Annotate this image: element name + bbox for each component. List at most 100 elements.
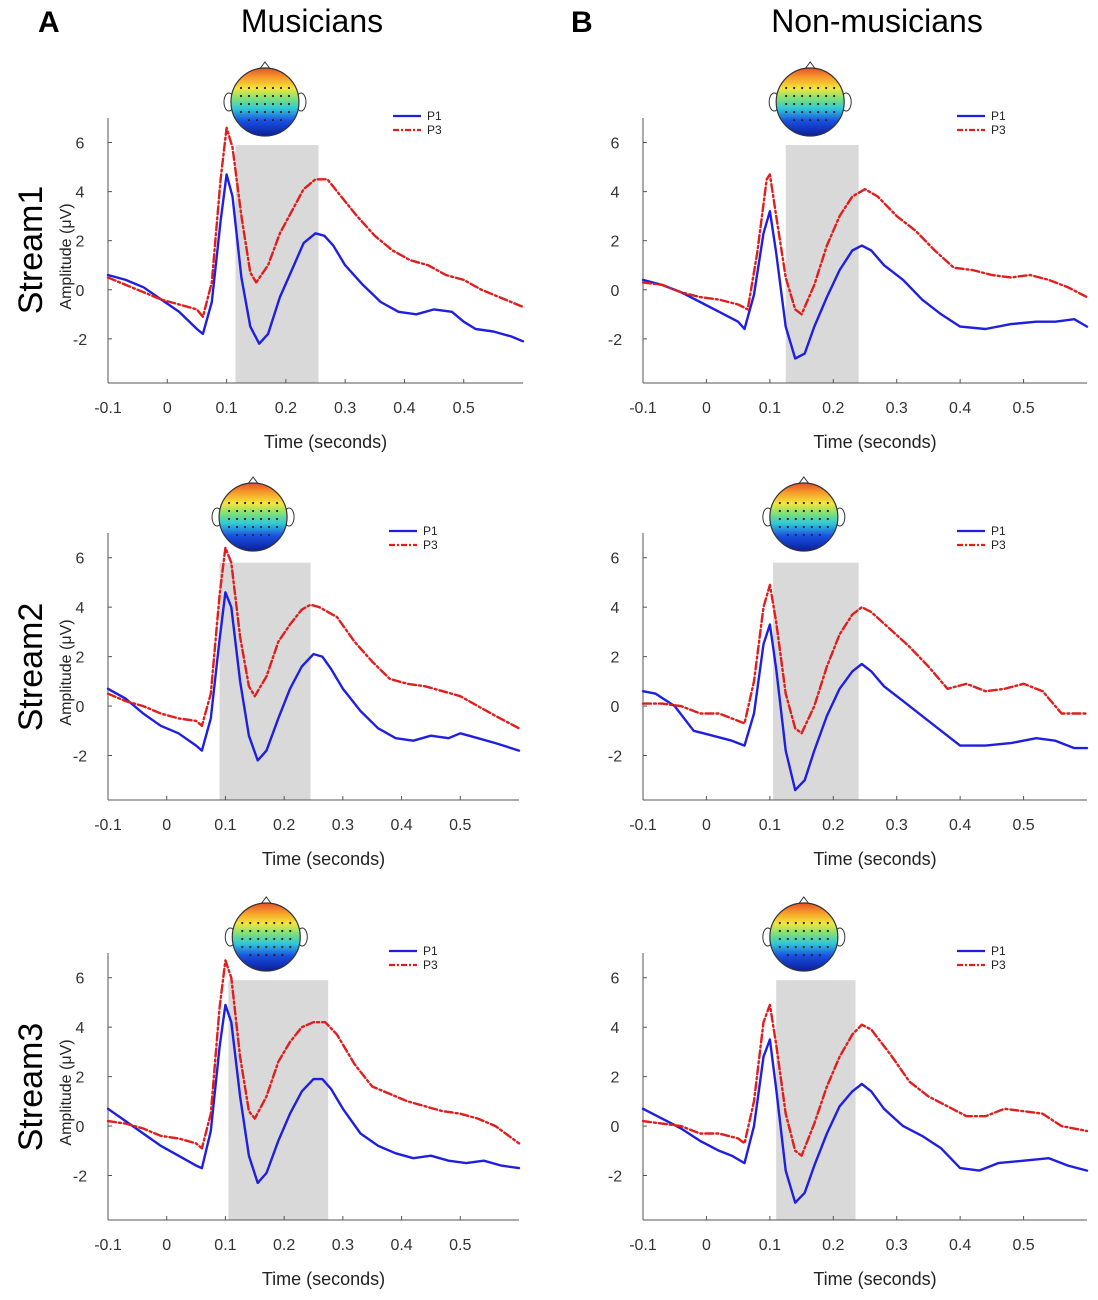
- electrode-dot: [265, 921, 268, 925]
- electrode-dot: [809, 118, 812, 122]
- head-topography-icon: [762, 896, 846, 972]
- x-tick-label: 0.2: [273, 817, 295, 834]
- electrode-dot: [243, 525, 247, 529]
- electrode-dot: [281, 937, 284, 941]
- electrode-dot: [809, 102, 812, 106]
- electrode-dot: [786, 921, 789, 925]
- scalp-map: [231, 902, 301, 972]
- electrode-dot: [259, 525, 263, 529]
- electrode-dot: [810, 525, 813, 529]
- y-tick-label: 0: [611, 1119, 620, 1136]
- electrode-dot: [267, 517, 271, 521]
- y-tick-label: -2: [608, 1169, 622, 1186]
- electrode-dot: [235, 525, 239, 529]
- electrode-dot: [818, 953, 821, 957]
- electrode-dot: [247, 118, 251, 122]
- electrode-dot: [786, 945, 789, 949]
- legend-label-p1: P1: [991, 944, 1006, 958]
- electrode-dot: [794, 525, 797, 529]
- electrode-dot: [281, 945, 284, 949]
- x-tick-label: 0.5: [453, 400, 475, 417]
- x-axis-title: Time (seconds): [262, 1269, 385, 1289]
- y-tick-label: 2: [611, 650, 620, 667]
- electrode-dot: [287, 94, 291, 98]
- x-tick-label: 0: [702, 1237, 711, 1254]
- x-tick-label: 0.2: [275, 400, 297, 417]
- y-tick-label: 2: [76, 234, 85, 251]
- y-tick-label: 2: [611, 1070, 620, 1087]
- y-tick-label: 4: [611, 185, 620, 202]
- electrode-dot: [818, 533, 821, 537]
- electrode-dot: [259, 533, 263, 537]
- electrode-dot: [255, 86, 259, 90]
- electrode-dot: [267, 525, 271, 529]
- electrode-dot: [287, 110, 291, 114]
- electrode-dot: [809, 94, 812, 98]
- electrode-dot: [263, 94, 267, 98]
- electrode-dot: [778, 937, 781, 941]
- electrode-dot: [243, 509, 247, 513]
- electrode-dot: [802, 501, 805, 505]
- chart-musicians-stream2: -2 0 2 4 6 -0.1 0 0.1 0.2 0.3 0.4 0.5 Time (seconds)…: [58, 476, 521, 869]
- column-title-musicians: Musicians: [241, 3, 383, 39]
- electrode-dot: [818, 937, 821, 941]
- electrode-dot: [818, 509, 821, 513]
- electrode-dot: [825, 86, 828, 90]
- row-label-stream3: Stream3: [12, 1023, 50, 1152]
- electrode-dot: [810, 953, 813, 957]
- electrode-dot: [809, 86, 812, 90]
- electrode-dot: [826, 921, 829, 925]
- electrode-dot: [241, 945, 244, 949]
- electrode-dot: [826, 929, 829, 933]
- series-line-p3: [641, 1003, 1089, 1157]
- electrode-dot: [817, 86, 820, 90]
- scalp-map: [769, 482, 839, 552]
- electrode-dot: [249, 953, 252, 957]
- y-tick-label: 0: [76, 699, 85, 716]
- legend-label-p1: P1: [423, 944, 438, 958]
- x-tick-label: 0.3: [886, 1237, 908, 1254]
- electrode-dot: [281, 953, 284, 957]
- electrode-dot: [243, 517, 247, 521]
- scalp-map: [769, 902, 839, 972]
- electrode-dot: [235, 533, 239, 537]
- electrode-dot: [778, 929, 781, 933]
- head-topography-icon: [762, 476, 846, 552]
- electrode-dot: [793, 94, 796, 98]
- electrode-dot: [818, 921, 821, 925]
- x-tick-label: 0.3: [334, 400, 356, 417]
- x-tick-label: 0: [702, 400, 711, 417]
- legend-label-p3: P3: [991, 958, 1006, 972]
- electrode-dot: [826, 501, 829, 505]
- electrode-dot: [802, 517, 805, 521]
- electrode-dot: [810, 921, 813, 925]
- y-tick-label: 4: [611, 600, 620, 617]
- electrode-dot: [825, 110, 828, 114]
- electrode-dot: [275, 501, 279, 505]
- electrode-dot: [785, 102, 788, 106]
- electrode-dot: [251, 533, 255, 537]
- x-tick-label: 0.5: [449, 1237, 471, 1254]
- electrode-dot: [289, 929, 292, 933]
- electrode-dot: [801, 118, 804, 122]
- electrode-dot: [826, 525, 829, 529]
- electrode-dot: [833, 86, 836, 90]
- electrode-dot: [778, 525, 781, 529]
- series-line-p3: [106, 546, 521, 730]
- electrode-dot: [257, 921, 260, 925]
- electrode-dot: [794, 517, 797, 521]
- series-line-p3: [106, 126, 525, 318]
- electrode-dot: [802, 953, 805, 957]
- electrode-dot: [818, 525, 821, 529]
- electrode-dot: [785, 94, 788, 98]
- electrode-dot: [287, 86, 291, 90]
- y-tick-label: 6: [611, 136, 620, 153]
- electrode-dot: [281, 921, 284, 925]
- x-tick-label: 0: [162, 817, 171, 834]
- electrode-dot: [817, 102, 820, 106]
- legend-label-p3: P3: [423, 538, 438, 552]
- electrode-dot: [235, 517, 239, 521]
- y-tick-label: 6: [76, 551, 85, 568]
- head-topography-icon: [768, 61, 852, 137]
- series-line-p1: [106, 1003, 521, 1185]
